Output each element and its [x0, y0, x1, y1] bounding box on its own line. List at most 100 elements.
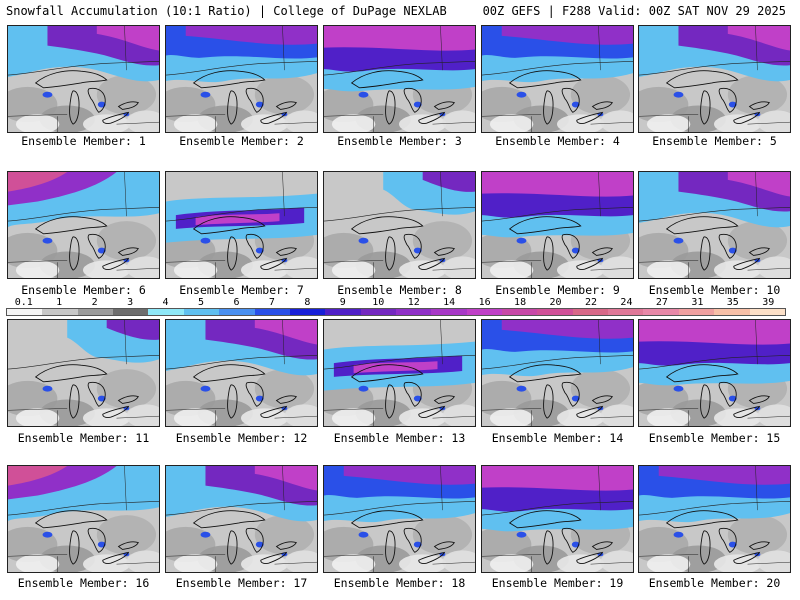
ensemble-member-map: [481, 465, 634, 573]
colorbar-level-label: 7: [268, 297, 275, 308]
colorbar-swatches: [6, 308, 786, 316]
colorbar-level-label: 24: [620, 297, 633, 308]
colorbar-swatch: [466, 309, 503, 315]
ensemble-member-map: [7, 25, 160, 133]
colorbar-level-label: 1: [56, 297, 63, 308]
ensemble-member-label: Ensemble Member: 13: [333, 431, 466, 445]
snowfall-map-graphic: [482, 26, 633, 132]
colorbar-swatch: [395, 309, 432, 315]
ensemble-member-map: [638, 465, 791, 573]
ensemble-member-map: [481, 171, 634, 279]
snowfall-map-graphic: [482, 172, 633, 278]
colorbar-swatch: [325, 309, 361, 315]
ensemble-member-label: Ensemble Member: 7: [179, 283, 304, 297]
colorbar-swatch: [77, 309, 114, 315]
map-title: Snowfall Accumulation (10:1 Ratio) | Col…: [6, 4, 447, 18]
colorbar-swatch: [219, 309, 255, 315]
ensemble-member-map: [323, 25, 476, 133]
ensemble-member-label: Ensemble Member: 19: [491, 576, 624, 590]
ensemble-member-label: Ensemble Member: 15: [648, 431, 781, 445]
ensemble-member-map: [323, 465, 476, 573]
colorbar-level-label: 16: [478, 297, 491, 308]
colorbar-swatch: [502, 309, 538, 315]
ensemble-member-map: [7, 465, 160, 573]
snowfall-map-graphic: [324, 26, 475, 132]
ensemble-member-label: Ensemble Member: 14: [491, 431, 624, 445]
snowfall-map-graphic: [639, 466, 790, 572]
ensemble-member-label: Ensemble Member: 17: [175, 576, 308, 590]
colorbar-level-label: 18: [514, 297, 527, 308]
colorbar-level-label: 22: [584, 297, 598, 308]
colorbar-swatch: [113, 309, 149, 315]
colorbar-labels: 0.1 1 2 3 4 5 6 7 8 9 10 12 14 16 18 20 22 24 27 31 35 39: [6, 297, 786, 308]
ensemble-member-map: [165, 25, 318, 133]
colorbar-swatch: [148, 309, 184, 315]
snowfall-map-graphic: [324, 466, 475, 572]
model-valid-time: 00Z GEFS | F288 Valid: 00Z SAT NOV 29 20…: [482, 4, 786, 18]
colorbar-level-label: 31: [691, 297, 704, 308]
colorbar-level-label: 6: [233, 297, 240, 308]
colorbar-swatch: [572, 309, 609, 315]
ensemble-member-label: Ensemble Member: 1: [21, 134, 146, 148]
colorbar-level-label: 3: [127, 297, 134, 308]
colorbar-swatch: [608, 309, 644, 315]
ensemble-member-label: Ensemble Member: 2: [179, 134, 304, 148]
ensemble-member-map: [481, 25, 634, 133]
ensemble-member-label: Ensemble Member: 18: [333, 576, 466, 590]
ensemble-member-label: Ensemble Member: 6: [21, 283, 146, 297]
ensemble-member-map: [165, 319, 318, 427]
ensemble-member-map: [638, 25, 791, 133]
ensemble-member-label: Ensemble Member: 20: [648, 576, 781, 590]
colorbar-swatch: [289, 309, 326, 315]
ensemble-member-map: [481, 319, 634, 427]
colorbar-swatch: [42, 309, 78, 315]
snowfall-map-graphic: [324, 320, 475, 426]
ensemble-member-label: Ensemble Member: 10: [648, 283, 781, 297]
colorbar-level-label: 10: [372, 297, 385, 308]
colorbar-level-label: 4: [162, 297, 169, 308]
colorbar-level-label: 20: [549, 297, 562, 308]
snowfall-map-graphic: [166, 172, 317, 278]
ensemble-member-label: Ensemble Member: 9: [495, 283, 620, 297]
snowfall-map-graphic: [8, 466, 159, 572]
colorbar-swatch: [183, 309, 220, 315]
ensemble-member-map: [323, 171, 476, 279]
colorbar-level-label: 2: [91, 297, 98, 308]
snowfall-map-graphic: [8, 320, 159, 426]
colorbar-swatch: [7, 309, 43, 315]
colorbar-level-label: 14: [443, 297, 456, 308]
snowfall-map-graphic: [639, 172, 790, 278]
colorbar-level-label: 39: [762, 297, 775, 308]
ensemble-member-map: [7, 171, 160, 279]
ensemble-member-label: Ensemble Member: 5: [652, 134, 777, 148]
ensemble-member-label: Ensemble Member: 8: [337, 283, 462, 297]
snowfall-map-graphic: [482, 320, 633, 426]
ensemble-member-label: Ensemble Member: 4: [495, 134, 620, 148]
snowfall-map-graphic: [324, 172, 475, 278]
colorbar-level-label: 0.1: [14, 297, 33, 308]
ensemble-member-label: Ensemble Member: 11: [17, 431, 150, 445]
snowfall-map-graphic: [166, 320, 317, 426]
ensemble-member-map: [7, 319, 160, 427]
colorbar-swatch: [254, 309, 290, 315]
colorbar-swatch: [714, 309, 750, 315]
ensemble-member-label: Ensemble Member: 16: [17, 576, 150, 590]
ensemble-member-map: [165, 171, 318, 279]
snowfall-colorbar: 0.1 1 2 3 4 5 6 7 8 9 10 12 14 16 18 20 22 24 27 31 35 39: [6, 297, 786, 318]
colorbar-swatch: [643, 309, 679, 315]
colorbar-swatch: [678, 309, 715, 315]
colorbar-level-label: 35: [726, 297, 739, 308]
ensemble-member-map: [638, 171, 791, 279]
colorbar-level-label: 8: [304, 297, 311, 308]
colorbar-level-label: 27: [655, 297, 668, 308]
colorbar-swatch: [537, 309, 573, 315]
ensemble-member-map: [638, 319, 791, 427]
snowfall-map-graphic: [482, 466, 633, 572]
snowfall-map-graphic: [8, 26, 159, 132]
colorbar-level-label: 9: [339, 297, 346, 308]
snowfall-map-graphic: [8, 172, 159, 278]
snowfall-map-graphic: [639, 26, 790, 132]
colorbar-swatch: [360, 309, 396, 315]
colorbar-swatch: [431, 309, 467, 315]
ensemble-member-label: Ensemble Member: 3: [337, 134, 462, 148]
